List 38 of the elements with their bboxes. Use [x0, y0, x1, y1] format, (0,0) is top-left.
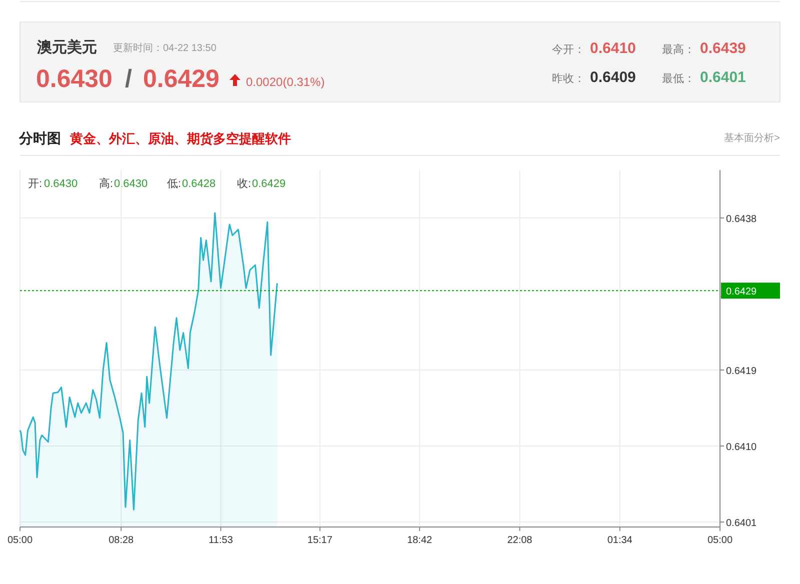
x-tick-label: 11:53	[208, 535, 234, 546]
text: 0.6430	[36, 65, 112, 93]
x-tick-label: 22:08	[507, 535, 533, 546]
chart-title: 澳元美元	[36, 38, 97, 56]
chart-subtitle: 更新时间：04-22 13:50	[113, 42, 217, 54]
text: 0.6401	[700, 69, 746, 86]
text: 最高：	[662, 43, 695, 56]
x-tick-label: 05:00	[7, 535, 33, 546]
annotation: 0.6428	[182, 178, 216, 190]
text: 0.6429	[143, 65, 220, 93]
annotation: 开:	[28, 178, 42, 190]
text: 0.6410	[590, 40, 636, 57]
text: 基本面分析>	[724, 132, 780, 144]
y-tick-label: 0.6410	[726, 442, 758, 454]
text: 分时图	[18, 130, 61, 146]
text: 昨收：	[552, 73, 585, 85]
text: /	[125, 65, 132, 93]
text: 今开：	[552, 44, 585, 56]
x-tick-label: 05:00	[707, 535, 733, 546]
x-tick-label: 08:28	[108, 535, 134, 546]
annotation: 0.6430	[44, 178, 78, 190]
text: 最低：	[662, 73, 695, 85]
y-tick-label: 0.6401	[726, 518, 758, 530]
text: 0.6409	[590, 69, 636, 86]
ref-line-label: 0.6429	[726, 286, 758, 298]
annotation: 0.6430	[114, 178, 148, 190]
text: 0.6439	[700, 40, 746, 57]
y-tick-label: 0.6419	[726, 366, 758, 377]
annotation: 0.6429	[252, 178, 286, 190]
x-tick-label: 18:42	[407, 535, 433, 546]
annotation: 收:	[237, 178, 252, 190]
text: 黄金、外汇、原油、期货多空提醒软件	[69, 131, 291, 146]
x-tick-label: 01:34	[607, 535, 633, 546]
x-tick-label: 15:17	[307, 535, 333, 546]
annotation: 低:	[167, 178, 182, 190]
y-tick-label: 0.6438	[726, 214, 758, 225]
annotation: 高:	[99, 177, 114, 190]
text: 0.0020(0.31%)	[246, 75, 325, 89]
